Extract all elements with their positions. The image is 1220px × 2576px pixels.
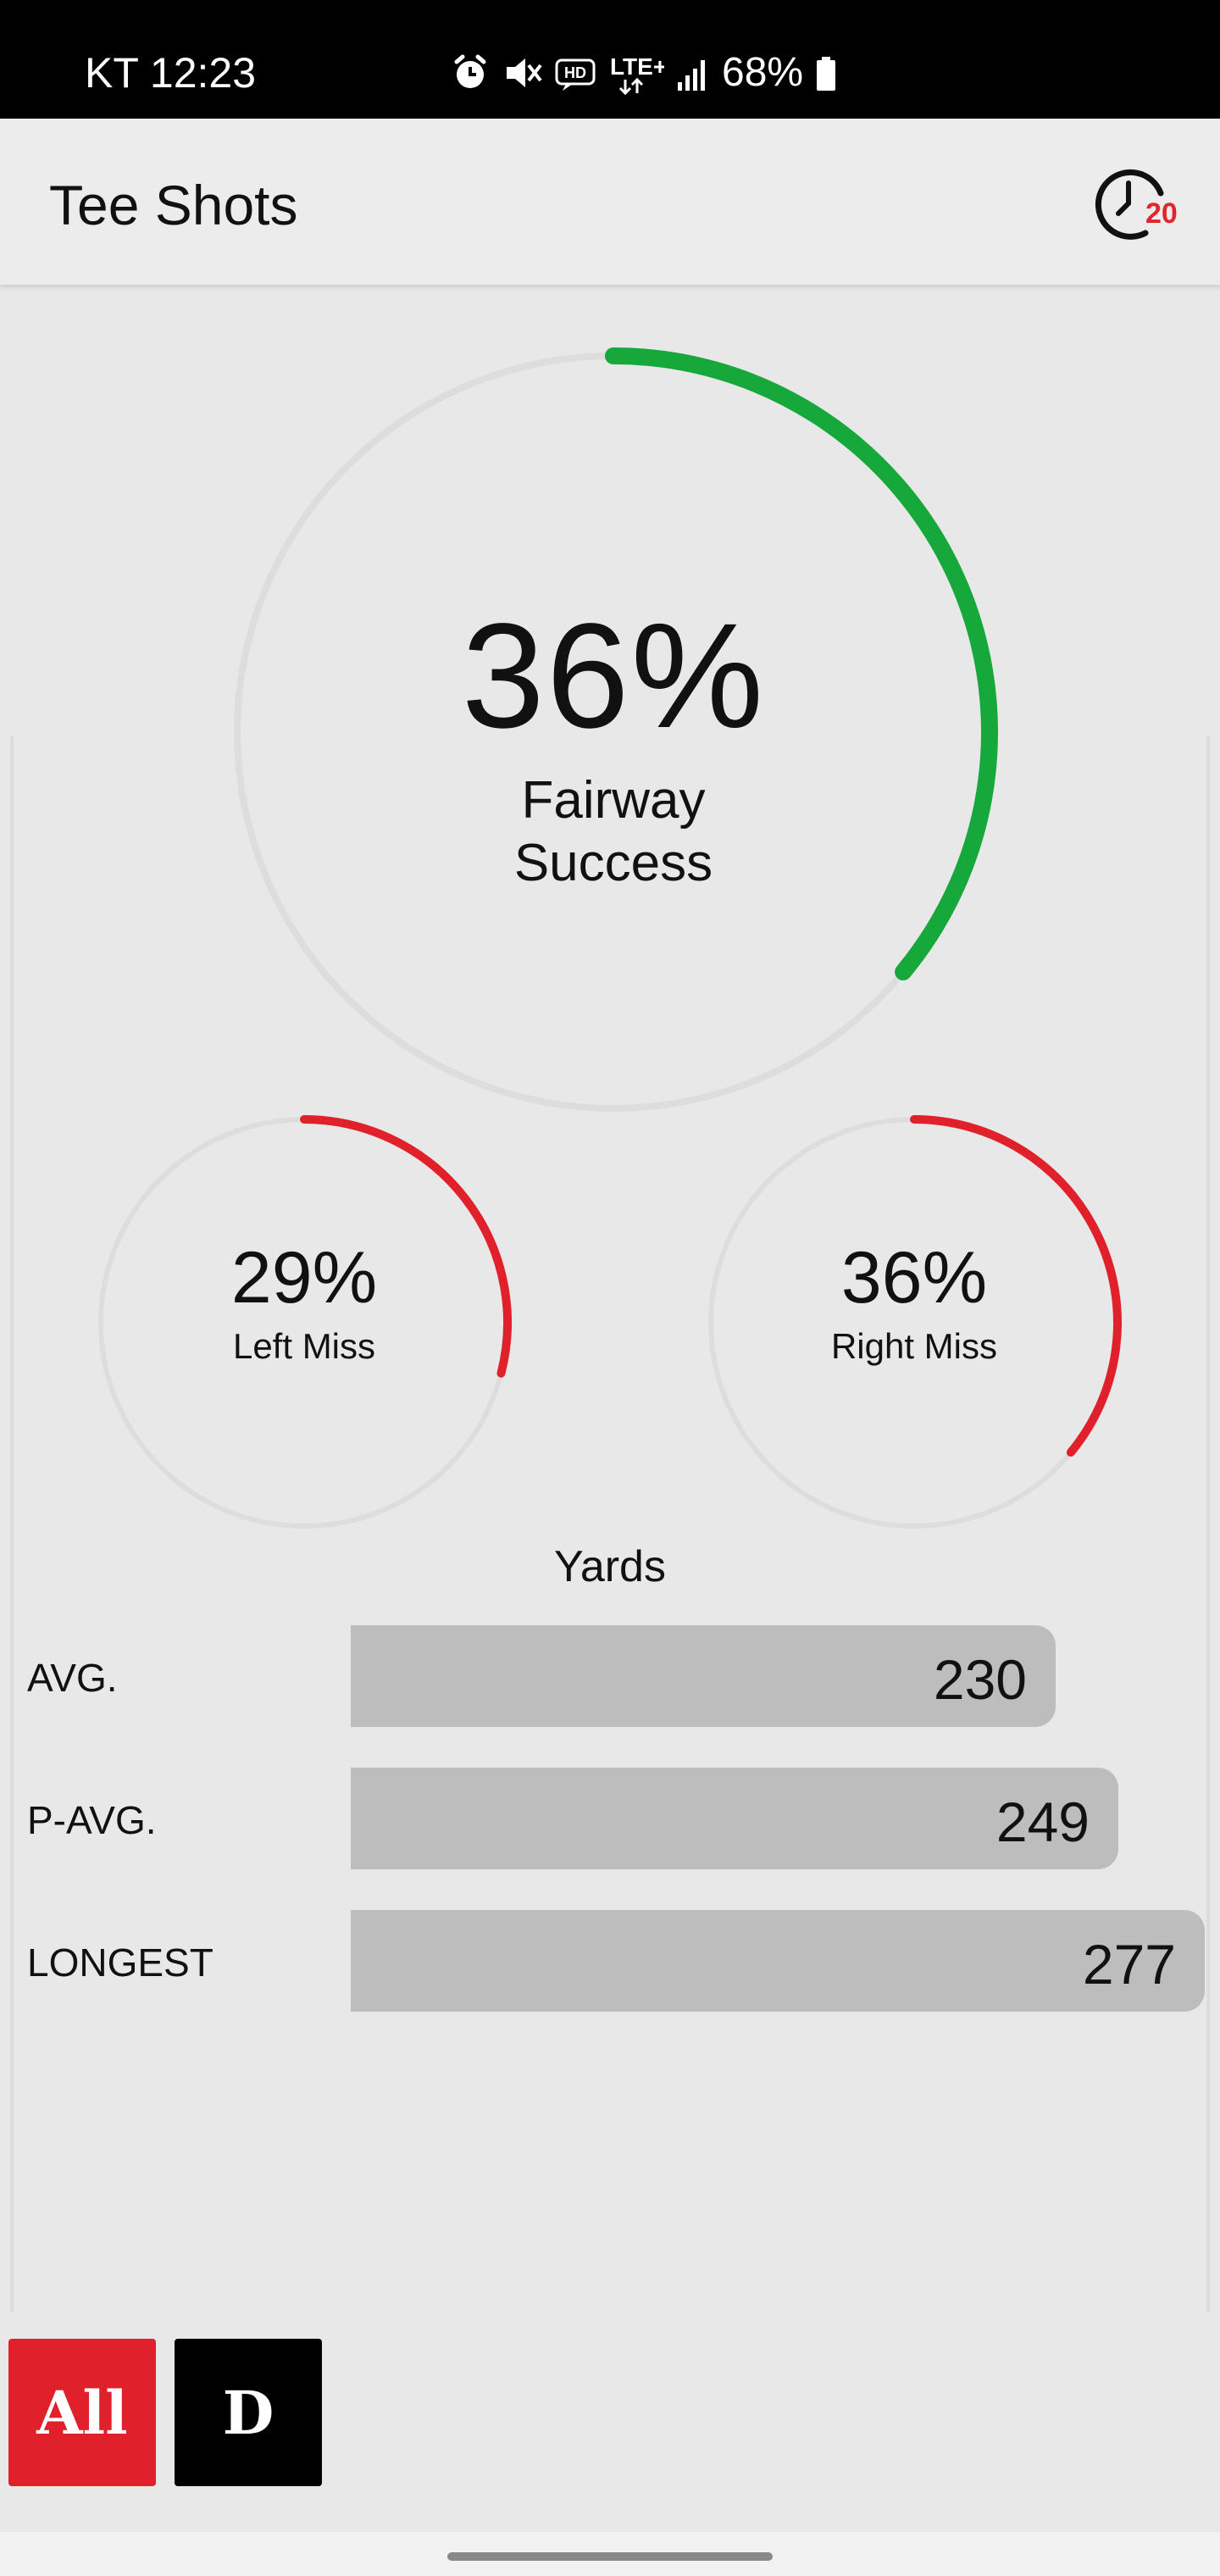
bar-label-longest: LONGEST xyxy=(27,1940,214,1985)
yards-row-longest: LONGEST 277 xyxy=(0,1910,1220,2012)
fairway-success-gauge: 36% Fairway Success xyxy=(227,346,1000,1119)
mute-icon xyxy=(503,52,542,94)
fairway-gauge-ring xyxy=(234,347,998,1112)
yards-row-avg: AVG. 230 xyxy=(0,1625,1220,1727)
battery-icon xyxy=(815,52,837,94)
signal-icon xyxy=(676,52,710,94)
right-miss-arc xyxy=(910,1115,1122,1457)
bar-p-avg: 249 xyxy=(351,1768,1118,1869)
filter-all-button[interactable]: All xyxy=(8,2339,156,2486)
yards-row-p-avg: P-AVG. 249 xyxy=(0,1768,1220,1869)
hd-voice-icon: HD xyxy=(554,52,596,94)
status-bar: KT 12:23 HD LTE+ xyxy=(0,0,1220,119)
bar-value-avg: 230 xyxy=(933,1648,1027,1711)
bar-avg: 230 xyxy=(351,1625,1056,1727)
battery-percent: 68% xyxy=(722,50,804,95)
right-miss-label: Right Miss xyxy=(830,1326,998,1366)
status-icons: HD LTE+ 68% xyxy=(449,47,837,98)
bar-value-longest: 277 xyxy=(1082,1933,1176,1996)
bar-value-p-avg: 249 xyxy=(995,1790,1090,1853)
left-miss-gauge: 29% Left Miss xyxy=(97,1115,512,1530)
yards-title: Yards xyxy=(554,1542,666,1591)
status-time: KT 12:23 xyxy=(85,49,257,97)
navigation-bar xyxy=(0,2532,1220,2576)
lte-data-icon: LTE+ xyxy=(608,49,664,97)
home-indicator[interactable] xyxy=(447,2552,773,2561)
fairway-success-label: Fairway Success xyxy=(513,771,713,892)
bar-label-avg: AVG. xyxy=(27,1656,118,1700)
history-count-badge: 20 xyxy=(1145,197,1178,230)
history-button[interactable]: 20 xyxy=(1093,159,1191,244)
right-miss-gauge: 36% Right Miss xyxy=(707,1115,1122,1530)
fairway-success-arc xyxy=(605,347,998,981)
clock-icon xyxy=(1095,169,1164,240)
right-miss-value: 36% xyxy=(840,1237,988,1319)
left-miss-value: 29% xyxy=(230,1237,378,1319)
fairway-success-value: 36% xyxy=(461,593,766,759)
alarm-icon xyxy=(449,52,491,94)
content-edge xyxy=(1206,736,1210,2312)
svg-text:HD: HD xyxy=(564,64,586,81)
left-miss-ring xyxy=(98,1115,512,1529)
bar-longest: 277 xyxy=(351,1910,1205,2012)
svg-text:LTE+: LTE+ xyxy=(610,53,664,80)
app-header: Tee Shots 20 xyxy=(0,119,1220,285)
bar-label-p-avg: P-AVG. xyxy=(27,1798,157,1842)
right-miss-ring xyxy=(708,1115,1122,1529)
filter-driver-button[interactable]: D xyxy=(175,2339,322,2486)
left-miss-arc xyxy=(300,1115,512,1378)
page-title: Tee Shots xyxy=(49,174,298,236)
left-miss-label: Left Miss xyxy=(232,1326,376,1366)
content-edge xyxy=(10,736,14,2312)
